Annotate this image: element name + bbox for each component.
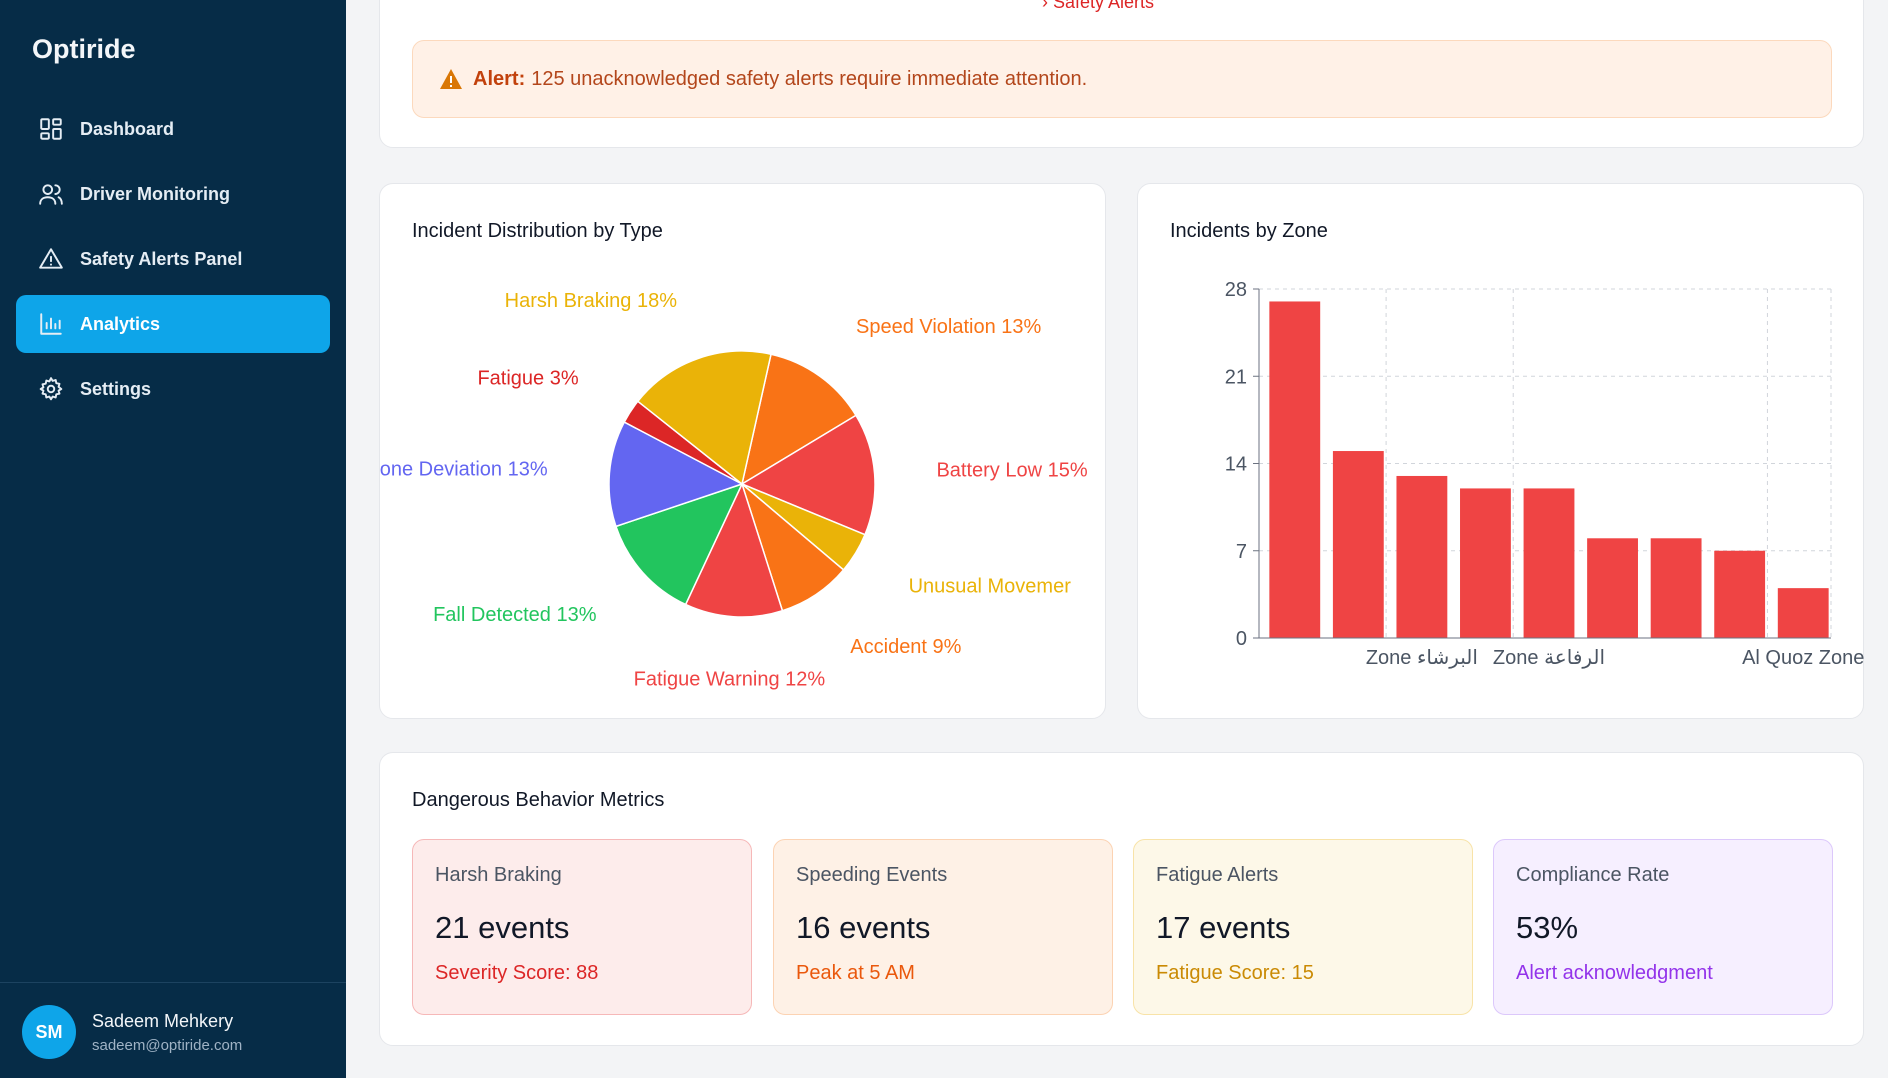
metric-value: 53% xyxy=(1516,910,1579,945)
alert-label: Alert: xyxy=(473,67,526,90)
y-tick-label: 14 xyxy=(1225,454,1247,476)
pie-label: Fall Detected 13% xyxy=(433,604,597,626)
x-tick-label: Zone البرشاء xyxy=(1366,647,1478,669)
pie-chart: Speed Violation 13% Battery Low 15% Unusua… xyxy=(380,290,1088,691)
incidents-by-zone-card: Incidents by Zone 0 7 14 21 28 Zone البرشاء Zo… xyxy=(1137,183,1864,719)
safety-alerts-link[interactable]: › Safety Alerts xyxy=(1042,0,1155,12)
card-title: Incidents by Zone xyxy=(1170,220,1328,242)
pie-label: Harsh Braking 18% xyxy=(505,290,678,312)
metric-label: Compliance Rate xyxy=(1516,864,1670,886)
dangerous-behavior-metrics-card: Dangerous Behavior Metrics Harsh Braking… xyxy=(379,752,1864,1046)
sidebar-item-label: Analytics xyxy=(80,313,161,334)
metric-value: 21 events xyxy=(435,910,570,945)
alert-card: › Safety Alerts Alert: 125 unacknowledge… xyxy=(379,0,1864,148)
users-icon xyxy=(38,181,64,207)
metric-speeding-events[interactable]: Speeding Events 16 events Peak at 5 AM xyxy=(773,839,1113,1015)
pie-label: Accident 9% xyxy=(850,636,961,658)
pie-slice[interactable] xyxy=(636,350,772,486)
sidebar-item-label: Dashboard xyxy=(80,118,175,139)
bar[interactable] xyxy=(1777,588,1829,638)
pie-label: Speed Violation 13% xyxy=(856,316,1042,338)
alert-text: 125 unacknowledged safety alerts require… xyxy=(531,67,1088,90)
bar[interactable] xyxy=(1523,488,1575,638)
avatar[interactable]: SM xyxy=(22,1005,76,1059)
metric-value: 17 events xyxy=(1156,910,1291,945)
bar-chart-icon xyxy=(38,311,64,337)
bar-chart: 0 7 14 21 28 Zone البرشاء Zone الرفاعة Al Quoz … xyxy=(1225,279,1865,669)
sidebar-item-settings[interactable]: Settings xyxy=(16,360,330,418)
metric-value: 16 events xyxy=(796,910,931,945)
sidebar: Optiride Dashboard Driver Monitoring Saf… xyxy=(0,0,346,1078)
pie-label: Unusual Movemer xyxy=(909,575,1072,597)
sidebar-item-dashboard[interactable]: Dashboard xyxy=(16,100,330,158)
metric-subtext: Severity Score: 88 xyxy=(435,962,599,984)
pie-label: one Deviation 13% xyxy=(380,458,548,480)
bar[interactable] xyxy=(1650,538,1702,638)
y-tick-label: 28 xyxy=(1225,279,1247,301)
user-profile[interactable]: SM Sadeem Mehkery sadeem@optiride.com xyxy=(0,982,346,1078)
gear-icon xyxy=(38,376,64,402)
pie-label: Fatigue 3% xyxy=(477,368,578,390)
user-email: sadeem@optiride.com xyxy=(92,1037,243,1054)
metric-label: Speeding Events xyxy=(796,864,948,886)
bar[interactable] xyxy=(1460,488,1511,638)
pie-slice[interactable] xyxy=(740,353,857,486)
card-title: Incident Distribution by Type xyxy=(412,220,663,242)
pie-label: Battery Low 15% xyxy=(936,459,1087,481)
pie-slice[interactable] xyxy=(684,481,784,618)
brand-logo[interactable]: Optiride xyxy=(32,34,136,64)
sidebar-item-label: Driver Monitoring xyxy=(80,183,231,204)
user-name: Sadeem Mehkery xyxy=(92,1011,234,1031)
metric-subtext: Peak at 5 AM xyxy=(796,962,915,984)
pie-slice[interactable] xyxy=(614,482,744,606)
x-tick-label: Zone الرفاعة xyxy=(1493,647,1605,669)
pie-label: Fatigue Warning 12% xyxy=(634,669,826,691)
metric-compliance-rate[interactable]: Compliance Rate 53% Alert acknowledgment xyxy=(1493,839,1833,1015)
bar[interactable] xyxy=(1332,451,1384,638)
bar[interactable] xyxy=(1269,301,1321,638)
metric-subtext: Alert acknowledgment xyxy=(1516,962,1713,984)
y-tick-label: 7 xyxy=(1236,541,1247,563)
metric-label: Fatigue Alerts xyxy=(1156,864,1279,886)
incident-distribution-card: Incident Distribution by Type Speed Viol… xyxy=(379,183,1106,719)
x-tick-label: Al Quoz Zone xyxy=(1742,647,1864,669)
sidebar-item-analytics[interactable]: Analytics xyxy=(16,295,330,353)
dashboard-grid-icon xyxy=(38,116,64,142)
sidebar-item-driver-monitoring[interactable]: Driver Monitoring xyxy=(16,165,330,223)
bar[interactable] xyxy=(1714,550,1766,638)
pie-slice[interactable] xyxy=(608,421,744,528)
metric-harsh-braking[interactable]: Harsh Braking 21 events Severity Score: … xyxy=(412,839,752,1015)
sidebar-item-safety-alerts[interactable]: Safety Alerts Panel xyxy=(16,230,330,288)
sidebar-nav: Dashboard Driver Monitoring Safety Alert… xyxy=(16,100,330,425)
sidebar-item-label: Safety Alerts Panel xyxy=(80,248,243,269)
card-title: Dangerous Behavior Metrics xyxy=(412,789,665,811)
pie-slice[interactable] xyxy=(740,414,876,536)
bar[interactable] xyxy=(1587,538,1638,638)
bar[interactable] xyxy=(1396,475,1448,638)
sidebar-item-label: Settings xyxy=(80,378,152,399)
warning-triangle-icon xyxy=(38,246,64,272)
metric-fatigue-alerts[interactable]: Fatigue Alerts 17 events Fatigue Score: … xyxy=(1133,839,1473,1015)
metric-label: Harsh Braking xyxy=(435,864,562,886)
alert-banner: Alert: 125 unacknowledged safety alerts … xyxy=(412,40,1832,118)
warning-icon xyxy=(440,69,462,89)
y-tick-label: 0 xyxy=(1236,628,1247,650)
y-tick-label: 21 xyxy=(1225,366,1247,388)
metric-subtext: Fatigue Score: 15 xyxy=(1156,962,1314,984)
